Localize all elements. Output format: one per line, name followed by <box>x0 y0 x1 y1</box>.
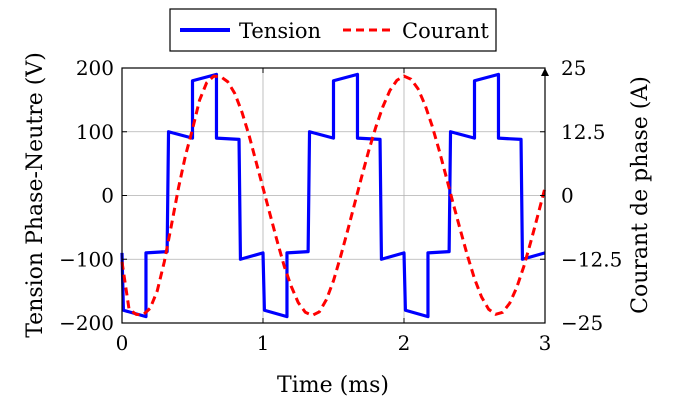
x-tick-label: 2 <box>398 331 411 355</box>
right-y-tick-label: 25 <box>561 56 586 80</box>
series-line-courant <box>120 74 547 317</box>
right-y-tick-label: −25 <box>561 311 603 335</box>
right-y-tick-label: 0 <box>561 184 574 208</box>
series-line-tension <box>120 72 546 319</box>
x-tick-label: 1 <box>257 331 270 355</box>
x-tick-label: 0 <box>116 331 129 355</box>
x-tick-label: 3 <box>539 331 552 355</box>
left-y-axis-title: Tension Phase-Neutre (V) <box>23 52 48 338</box>
right-y-axis-title: Courant de phase (A) <box>628 76 653 314</box>
x-axis-title: Time (ms) <box>277 373 389 398</box>
left-y-tick-label: 0 <box>101 184 114 208</box>
right-axis-arrow <box>541 68 549 76</box>
series-layer <box>120 72 547 319</box>
left-y-tick-label: −200 <box>59 311 114 335</box>
legend-label-courant: Courant <box>402 19 489 43</box>
left-y-tick-label: 200 <box>76 56 114 80</box>
left-y-tick-label: 100 <box>76 120 114 144</box>
right-y-tick-label: −12.5 <box>561 247 622 271</box>
ticks: 0 1 2 3 −200 −100 0 100 200 −25 −12.5 0 12.5 25 <box>59 56 622 355</box>
legend: Tension Courant <box>169 8 497 52</box>
legend-label-tension: Tension <box>239 19 321 43</box>
right-y-tick-label: 12.5 <box>561 120 606 144</box>
left-y-tick-label: −100 <box>59 247 114 271</box>
